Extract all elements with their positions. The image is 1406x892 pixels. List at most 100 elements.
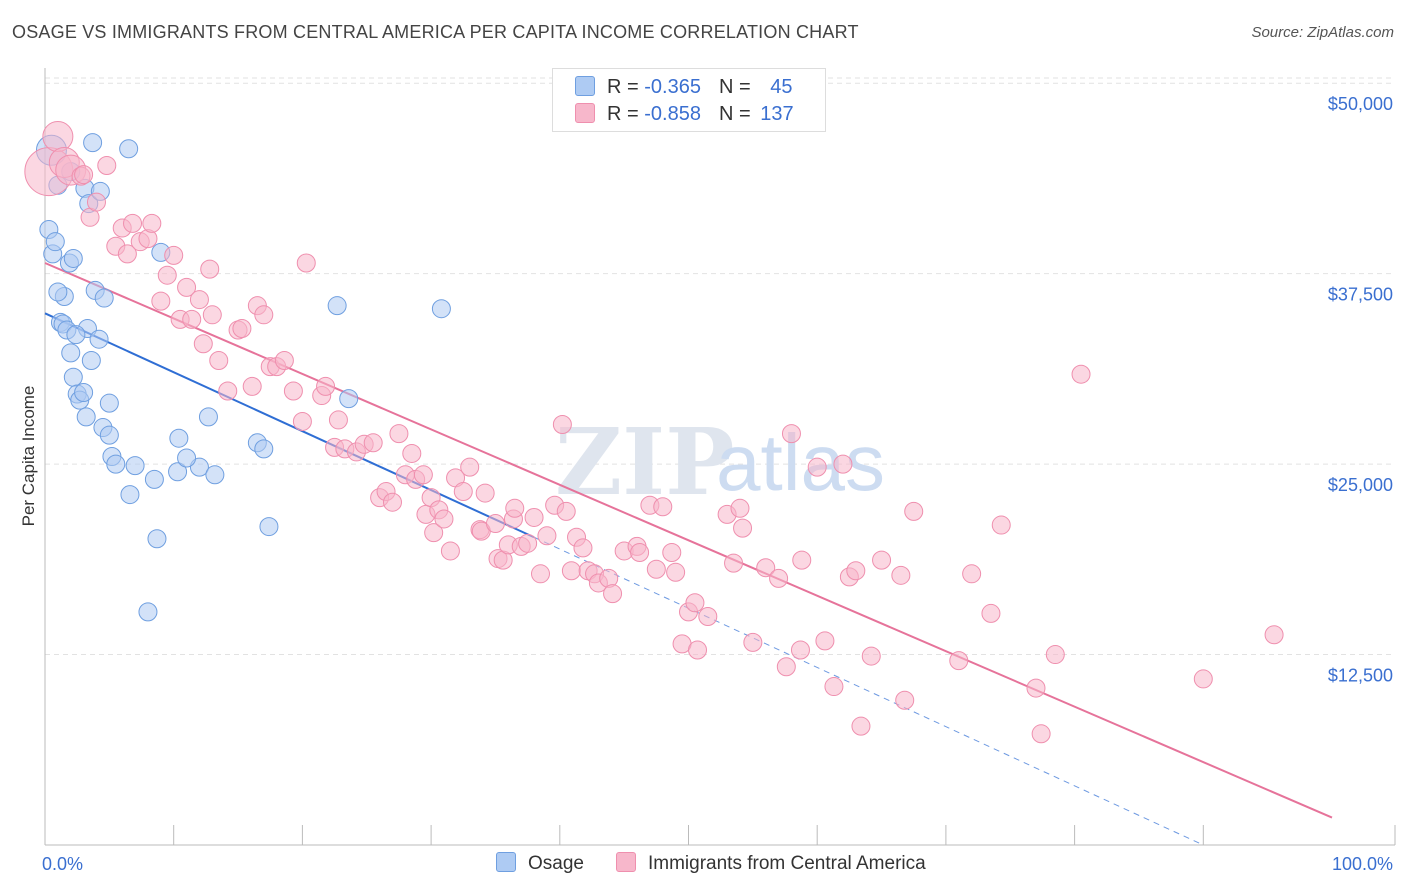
- immigrants-point: [316, 376, 336, 396]
- osage-point: [147, 529, 167, 549]
- immigrants-point: [151, 291, 171, 311]
- y-tick-label: $12,500: [1328, 666, 1393, 686]
- y-tick-label: $37,500: [1328, 285, 1393, 305]
- immigrants-n-value: 137: [760, 103, 794, 125]
- immigrants-point: [743, 632, 763, 652]
- osage-point: [254, 439, 274, 459]
- immigrants-point: [164, 245, 184, 265]
- immigrants-point: [552, 415, 572, 435]
- osage-n-label: N =: [718, 76, 751, 98]
- immigrants-point: [382, 492, 402, 512]
- osage-point: [61, 343, 81, 363]
- osage-r-value: -0.365: [644, 76, 701, 98]
- immigrants-point: [781, 424, 801, 444]
- immigrants-point: [733, 518, 753, 538]
- immigrants-point: [182, 309, 202, 329]
- immigrants-point: [42, 121, 74, 153]
- immigrants-point: [769, 568, 789, 588]
- immigrants-point: [573, 538, 593, 558]
- immigrants-point: [730, 498, 750, 518]
- chart-source: Source: ZipAtlas.com: [1251, 24, 1394, 41]
- immigrants-point: [475, 483, 495, 503]
- osage-point: [189, 457, 209, 477]
- immigrants-point: [413, 465, 433, 485]
- immigrants-point: [807, 457, 827, 477]
- osage-point: [66, 325, 86, 345]
- immigrants-point: [790, 640, 810, 660]
- immigrants-point: [846, 561, 866, 581]
- osage-point: [120, 485, 140, 505]
- osage-point: [63, 248, 83, 268]
- osage-point: [94, 288, 114, 308]
- x-tick-label-max: 100.0%: [1332, 854, 1393, 874]
- immigrants-point: [157, 265, 177, 285]
- osage-point: [99, 393, 119, 413]
- immigrants-point: [792, 550, 812, 570]
- stats-legend-row-immigrants: R = -0.858 N = 137: [575, 103, 794, 127]
- immigrants-point: [363, 433, 383, 453]
- x-tick-label-min: 0.0%: [42, 854, 83, 874]
- immigrants-point: [895, 690, 915, 710]
- immigrants-point: [949, 651, 969, 671]
- osage-point: [177, 448, 197, 468]
- immigrants-point: [872, 550, 892, 570]
- immigrants-point: [283, 381, 303, 401]
- immigrants-point: [189, 290, 209, 310]
- immigrants-r-label: R =: [607, 103, 639, 125]
- immigrants-point: [891, 565, 911, 585]
- osage-point: [81, 351, 101, 371]
- immigrants-point: [688, 640, 708, 660]
- immigrants-r-value: -0.858: [644, 103, 701, 125]
- immigrants-point: [389, 424, 409, 444]
- immigrants-point: [833, 454, 853, 474]
- immigrants-point: [524, 507, 544, 527]
- immigrants-point: [292, 411, 312, 431]
- immigrants-swatch: [575, 103, 595, 123]
- immigrants-point: [630, 542, 650, 562]
- osage-point: [168, 462, 188, 482]
- immigrants-point: [460, 457, 480, 477]
- immigrants-point: [232, 319, 252, 339]
- immigrants-point: [453, 482, 473, 502]
- osage-point: [63, 367, 83, 387]
- osage-point: [144, 469, 164, 489]
- immigrants-point: [530, 564, 550, 584]
- immigrants-point: [904, 501, 924, 521]
- immigrants-point: [123, 213, 143, 233]
- immigrants-point: [962, 564, 982, 584]
- immigrants-point: [193, 334, 213, 354]
- bottom-legend-immigrants: Immigrants from Central America: [616, 852, 926, 875]
- immigrants-point: [653, 497, 673, 517]
- immigrants-point: [200, 259, 220, 279]
- immigrants-point: [851, 716, 871, 736]
- immigrants-n-label: N =: [718, 103, 751, 125]
- osage-point: [89, 329, 109, 349]
- osage-point: [138, 602, 158, 622]
- osage-trend-line: [44, 312, 535, 539]
- osage-trend-extension: [533, 536, 1204, 846]
- osage-r-label: R =: [607, 76, 639, 98]
- immigrants-point: [824, 677, 844, 697]
- osage-point: [327, 296, 347, 316]
- immigrants-point: [603, 584, 623, 604]
- chart-title: OSAGE VS IMMIGRANTS FROM CENTRAL AMERICA…: [12, 22, 859, 42]
- immigrants-point: [981, 603, 1001, 623]
- immigrants-point: [242, 376, 262, 396]
- immigrants-point: [861, 646, 881, 666]
- immigrants-point: [698, 606, 718, 626]
- immigrants-point: [142, 213, 162, 233]
- osage-point: [205, 465, 225, 485]
- immigrants-point: [556, 501, 576, 521]
- y-axis-label: Per Capita Income: [19, 385, 38, 527]
- osage-swatch: [575, 76, 595, 96]
- immigrants-point: [666, 562, 686, 582]
- osage-point: [83, 133, 103, 153]
- immigrants-point: [1031, 724, 1051, 744]
- immigrants-point: [209, 351, 229, 371]
- osage-n-value: 45: [770, 76, 793, 98]
- immigrants-point: [440, 541, 460, 561]
- immigrants-point: [296, 253, 316, 273]
- immigrants-point: [74, 165, 94, 185]
- bottom-legend-immigrants-label: Immigrants from Central America: [648, 853, 926, 874]
